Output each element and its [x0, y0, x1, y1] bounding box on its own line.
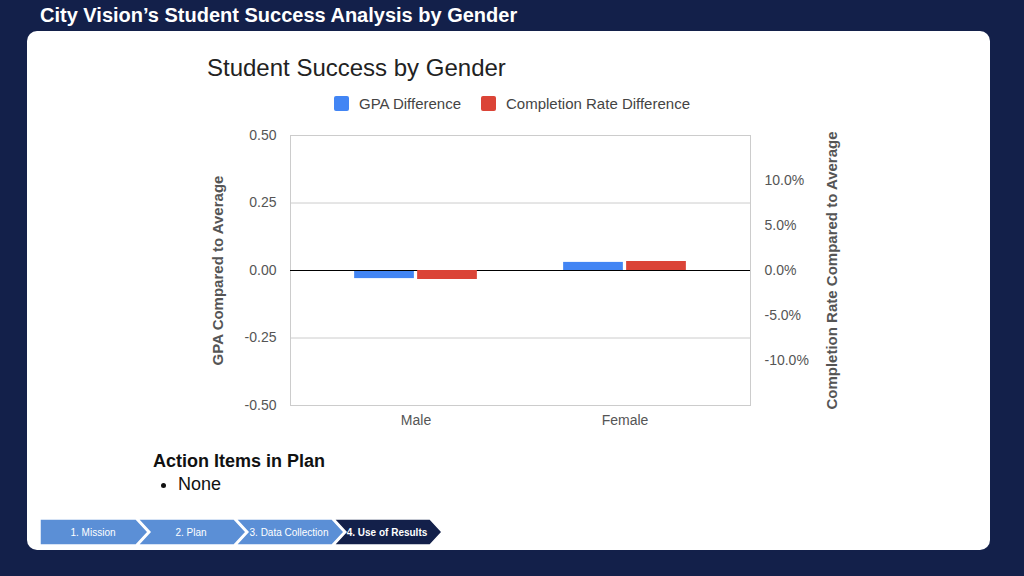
svg-text:Completion Rate Compared to Av: Completion Rate Compared to Average — [823, 131, 840, 409]
svg-text:5.0%: 5.0% — [765, 217, 797, 233]
svg-text:-0.50: -0.50 — [245, 397, 277, 413]
svg-text:-0.25: -0.25 — [245, 329, 277, 345]
svg-text:-10.0%: -10.0% — [765, 352, 809, 368]
html-text:Completion Rate Difference: Completion Rate Difference — [506, 95, 690, 112]
svg-text:Male: Male — [401, 412, 432, 428]
svg-text:10.0%: 10.0% — [765, 172, 805, 188]
html-text:None: None — [178, 474, 221, 494]
svg-text:-5.0%: -5.0% — [765, 307, 802, 323]
html-text:Student Success by Gender: Student Success by Gender — [207, 54, 506, 81]
svg-text:0.25: 0.25 — [249, 194, 276, 210]
svg-text:2. Plan: 2. Plan — [175, 527, 206, 538]
svg-text:0.0%: 0.0% — [765, 262, 797, 278]
svg-text:1. Mission: 1. Mission — [70, 527, 115, 538]
svg-text:4. Use of Results: 4. Use of Results — [347, 527, 428, 538]
html-text:City Vision’s Student Success: City Vision’s Student Success Analysis b… — [40, 4, 518, 26]
svg-text:GPA Compared to Average: GPA Compared to Average — [209, 176, 226, 366]
svg-text:Female: Female — [602, 412, 649, 428]
html-text:Action Items in Plan: Action Items in Plan — [153, 451, 325, 471]
svg-text:0.00: 0.00 — [249, 262, 276, 278]
svg-text:3. Data Collection: 3. Data Collection — [250, 527, 329, 538]
svg-text:0.50: 0.50 — [249, 127, 276, 143]
html-text:GPA Difference: GPA Difference — [359, 95, 461, 112]
